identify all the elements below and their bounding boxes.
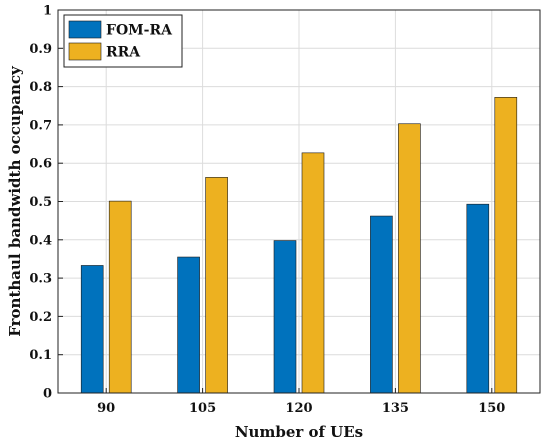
bar-rra-150 [494, 97, 518, 394]
y-tick-label: 0.7 [29, 118, 52, 133]
x-tick-label: 90 [97, 401, 115, 416]
bar-fom-ra-135 [370, 215, 393, 394]
x-axis-title: Number of UEs [235, 423, 363, 441]
bar-fom-ra-90 [80, 265, 104, 394]
bar-rra-105 [205, 177, 228, 394]
y-tick-label: 0.8 [29, 80, 52, 95]
y-tick-label: 0.3 [29, 272, 52, 287]
x-tick-label: 120 [285, 401, 312, 416]
y-tick-label: 0.5 [29, 195, 52, 210]
legend-label: RRA [106, 45, 141, 61]
y-tick-label: 0.6 [29, 157, 52, 172]
x-tick-label: 105 [189, 401, 216, 416]
y-tick-label: 0.1 [29, 348, 52, 363]
bar-fom-ra-120 [273, 240, 297, 394]
bar-fom-ra-105 [177, 256, 200, 394]
bar-rra-90 [108, 200, 132, 394]
y-tick-label: 1 [43, 4, 52, 19]
bar-fom-ra-150 [466, 203, 490, 394]
bar-rra-135 [398, 123, 421, 394]
y-tick-label: 0.2 [29, 310, 52, 325]
y-tick-label: 0 [43, 387, 52, 402]
legend-swatch [68, 42, 102, 61]
y-axis-title: Fronthaul bandwidth occupancy [6, 65, 24, 337]
legend-label: FOM-RA [106, 23, 173, 39]
legend: FOM-RA RRA [63, 14, 183, 68]
axis-ticks: 0 0.1 0.2 0.3 0.4 0.5 0.6 0.7 0.8 0.9 1 90 105 120 135… [29, 4, 505, 417]
bar-rra-120 [301, 152, 325, 394]
x-tick-label: 135 [382, 401, 409, 416]
legend-swatch [68, 20, 102, 39]
x-tick-label: 150 [478, 401, 505, 416]
grid-lines [58, 10, 540, 393]
y-tick-label: 0.9 [29, 42, 52, 57]
y-tick-label: 0.4 [29, 233, 52, 248]
